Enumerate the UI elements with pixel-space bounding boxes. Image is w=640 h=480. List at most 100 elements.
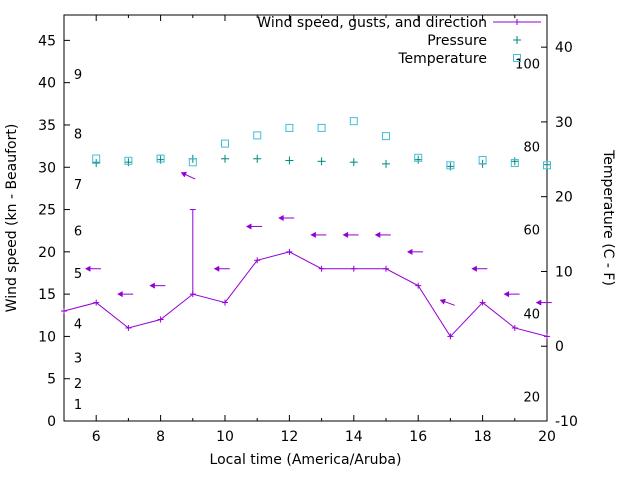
wind-direction-arrows [84,171,552,306]
pressure-point [382,159,390,168]
legend-label: Temperature [397,51,487,67]
left-tick-label: 10 [38,329,56,345]
right-tick-label: 20 [555,190,573,206]
wind-direction-arrow [471,265,488,272]
wind-point [254,257,261,264]
wind-point [189,291,196,298]
arrowhead [535,299,542,306]
wind-point [383,265,389,272]
wind-point [544,333,550,340]
legend-sample-point [514,19,520,25]
arrowhead [342,231,349,238]
wind-point [61,308,67,315]
pressure-point [221,154,229,163]
beaufort-label: 2 [74,377,82,392]
wind-direction-arrow [278,215,295,221]
temperature-point [382,132,390,141]
wind-direction-arrow [310,231,327,238]
pressure-point [92,159,101,168]
beaufort-label: 4 [74,318,82,333]
beaufort-label: 8 [74,127,82,142]
wind-direction-arrow [117,291,134,298]
wind-point [511,324,518,331]
right-tick-label: 10 [555,264,573,280]
arrowhead [117,291,123,298]
wind-direction-arrow [374,231,391,238]
temperature-point [317,123,326,132]
fahrenheit-label: 60 [523,224,540,239]
wind-direction-arrow [245,223,262,230]
arrowhead [180,171,187,178]
right-tick-label: 30 [555,115,573,131]
wind-speed-series [61,248,550,340]
pressure-point [349,158,358,167]
x-tick-label: 12 [280,429,298,445]
beaufort-label: 7 [74,178,82,193]
fahrenheit-label: 100 [515,58,540,73]
wind-direction-arrow [84,265,101,272]
arrowhead [149,282,155,289]
temperature-point [478,156,487,165]
legend: Wind speed, gusts, and direction Pressure… [257,15,541,67]
x-tick-label: 10 [216,429,234,445]
left-tick-label: 30 [38,160,56,176]
left-tick-label: 25 [38,203,56,219]
x-tick-label: 8 [156,429,165,445]
wind-direction-arrow [406,248,423,255]
wind-point [447,333,454,340]
wind-point [157,316,164,323]
x-tick-label: 6 [92,429,101,445]
temperature-point [221,139,229,148]
arrowhead [406,248,413,255]
wind-point [415,282,422,289]
arrowhead [503,291,510,298]
wind-direction-arrow [180,171,196,180]
wind-point [222,299,228,306]
temperature-point [285,123,294,132]
temperature-point [414,153,423,162]
beaufort-label: 6 [74,225,82,240]
temperature-point [156,154,165,163]
left-tick-label: 45 [38,33,56,49]
temperature-series [92,117,551,170]
pressure-series [92,154,551,171]
arrowhead [278,215,284,221]
arrowhead [213,265,220,272]
wind-point [318,265,325,272]
temperature-point [124,156,133,165]
beaufort-scale-labels: 1 2 3 4 5 6 7 8 9 [74,68,82,413]
right-axis: -10 0 10 20 30 40 Temperature (C - F) [541,40,616,430]
wind-direction-arrow [149,282,166,289]
right-tick-label: 0 [555,339,564,355]
fahrenheit-label: 40 [523,307,540,322]
wind-point [93,299,100,306]
left-axis-label: Wind speed (kn - Beaufort) [4,124,20,313]
arrowhead [84,265,91,272]
wind-speed-line [63,251,548,338]
temperature-point [188,158,197,167]
right-tick-label: 40 [555,40,573,56]
temperature-point [253,131,262,140]
arrowhead [471,265,477,272]
legend-label: Pressure [427,33,487,49]
left-tick-label: 15 [38,287,56,303]
wind-direction-arrow [535,299,552,306]
pressure-point [317,157,326,166]
arrowhead [374,231,381,238]
wind-direction-arrow [213,265,230,272]
arrowhead [310,231,316,238]
fahrenheit-label: 20 [523,390,540,405]
beaufort-label: 5 [74,267,82,282]
wind-point [286,248,293,255]
x-tick-label: 14 [345,429,363,445]
left-tick-label: 40 [38,76,56,92]
arrowhead [439,298,446,305]
beaufort-label: 3 [74,352,82,367]
temperature-point [446,161,455,170]
wind-point [350,265,357,272]
beaufort-label: 1 [74,398,82,413]
wind-gust-errorbars [189,209,196,295]
temperature-point [510,159,519,168]
legend-sample-point [513,54,521,62]
